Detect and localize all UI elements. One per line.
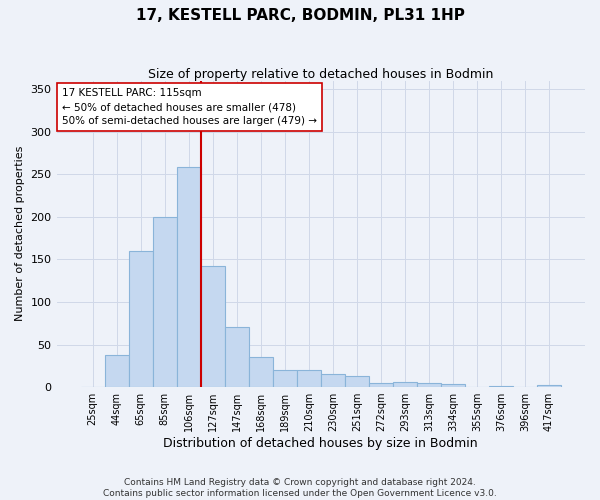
Bar bbox=[224, 328, 249, 387]
Bar bbox=[345, 376, 369, 387]
Text: Contains HM Land Registry data © Crown copyright and database right 2024.
Contai: Contains HM Land Registry data © Crown c… bbox=[103, 478, 497, 498]
Y-axis label: Number of detached properties: Number of detached properties bbox=[15, 146, 25, 322]
Title: Size of property relative to detached houses in Bodmin: Size of property relative to detached ho… bbox=[148, 68, 493, 80]
Bar bbox=[128, 251, 152, 387]
X-axis label: Distribution of detached houses by size in Bodmin: Distribution of detached houses by size … bbox=[163, 437, 478, 450]
Bar bbox=[393, 382, 417, 387]
Bar bbox=[152, 217, 176, 387]
Bar bbox=[321, 374, 345, 387]
Bar bbox=[537, 386, 561, 387]
Bar bbox=[200, 266, 224, 387]
Bar bbox=[441, 384, 465, 387]
Bar bbox=[369, 383, 393, 387]
Bar bbox=[273, 370, 297, 387]
Bar bbox=[104, 354, 128, 387]
Text: 17, KESTELL PARC, BODMIN, PL31 1HP: 17, KESTELL PARC, BODMIN, PL31 1HP bbox=[136, 8, 464, 22]
Bar bbox=[417, 383, 441, 387]
Text: 17 KESTELL PARC: 115sqm
← 50% of detached houses are smaller (478)
50% of semi-d: 17 KESTELL PARC: 115sqm ← 50% of detache… bbox=[62, 88, 317, 126]
Bar bbox=[249, 358, 273, 387]
Bar bbox=[297, 370, 321, 387]
Bar bbox=[176, 168, 200, 387]
Bar bbox=[489, 386, 513, 387]
